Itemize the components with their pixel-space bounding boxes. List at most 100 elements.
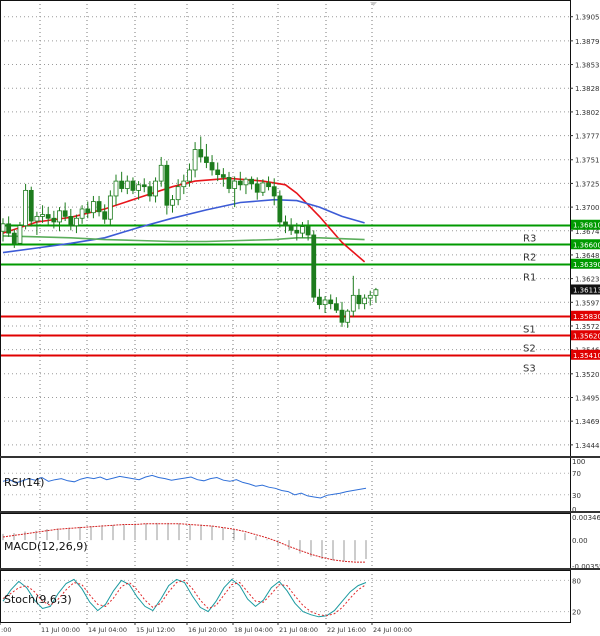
candle-body bbox=[277, 195, 283, 223]
candle-body bbox=[170, 199, 175, 206]
price-tick-label: 1.36230 bbox=[575, 276, 600, 284]
level-price-tag bbox=[571, 330, 600, 341]
candle-body bbox=[232, 180, 238, 189]
candle-body bbox=[198, 149, 204, 158]
candle-body bbox=[6, 223, 12, 234]
rsi-axis-label: 100 bbox=[572, 458, 585, 466]
candle-body bbox=[339, 309, 345, 323]
candle-body bbox=[288, 225, 294, 231]
level-price-tag bbox=[571, 349, 600, 360]
indicator-pane-border bbox=[0, 570, 571, 623]
candle-body bbox=[79, 208, 85, 219]
level-price-tag-text: 1.36810 bbox=[573, 222, 600, 230]
rsi-label: RSI(14) bbox=[4, 476, 44, 489]
candle-body bbox=[62, 210, 68, 217]
candle-body bbox=[130, 180, 136, 191]
price-tick-label: 1.37510 bbox=[575, 157, 600, 165]
candle-body bbox=[136, 184, 142, 191]
price-tick-label: 1.34440 bbox=[575, 442, 600, 450]
rsi-axis-label: 70 bbox=[572, 470, 581, 478]
candle-body bbox=[40, 214, 45, 217]
candle-body bbox=[220, 174, 226, 178]
macd-signal-line bbox=[2, 523, 366, 563]
candle-body bbox=[311, 234, 317, 298]
candle-body bbox=[294, 229, 300, 234]
candle-body bbox=[345, 310, 351, 323]
support-resistance-levels bbox=[0, 224, 570, 357]
candle-body bbox=[243, 178, 249, 186]
time-tick-label: :00 bbox=[1, 626, 11, 634]
rsi-line bbox=[2, 474, 367, 499]
level-price-tag-text: 1.36390 bbox=[573, 261, 600, 269]
level-price-tag-text: 1.36600 bbox=[573, 241, 600, 249]
candle-body bbox=[17, 225, 23, 244]
current-price-tag-text: 1.36113 bbox=[573, 286, 600, 294]
price-tick-label: 1.38025 bbox=[575, 109, 600, 117]
stoch-axis-label: 80 bbox=[572, 577, 581, 585]
macd-axis-label: -0.00355 bbox=[572, 563, 600, 571]
candles bbox=[0, 136, 379, 328]
candle-body bbox=[316, 296, 322, 306]
candle-body bbox=[175, 186, 181, 201]
time-axis: :00 11 Jul 00:00 14 Jul 04:00 15 Jul 12:00 1… bbox=[0, 622, 412, 634]
candle-body bbox=[153, 180, 158, 197]
level-price-tag bbox=[571, 310, 600, 321]
price-tick-label: 1.35720 bbox=[575, 323, 600, 331]
indicator-labels: R3 R2 R1 S1 S2 S3 RSI(14) MACD(12,26,9) Stoch(9,… bbox=[4, 234, 536, 607]
level-price-tag bbox=[571, 239, 600, 250]
chart-frame bbox=[0, 0, 600, 623]
candle-body bbox=[124, 180, 130, 189]
price-tick-label: 1.35975 bbox=[575, 299, 600, 307]
candle-body bbox=[147, 186, 153, 197]
candle-body bbox=[45, 214, 51, 219]
price-tick-label: 1.38535 bbox=[575, 62, 600, 70]
candle-body bbox=[68, 215, 74, 227]
price-tick-label: 1.36745 bbox=[575, 228, 600, 236]
candle-body bbox=[373, 289, 379, 296]
candle-body bbox=[350, 294, 356, 312]
candle-body bbox=[271, 186, 277, 197]
time-tick-label: 11 Jul 00:00 bbox=[41, 626, 80, 634]
level-name-r2: R2 bbox=[523, 253, 536, 264]
candle-body bbox=[28, 189, 34, 222]
time-tick-label: 22 Jul 16:00 bbox=[327, 626, 366, 634]
candle-body bbox=[192, 149, 198, 171]
price-axis: 1.39050 1.38790 1.38535 1.38280 1.38025 1.377… bbox=[570, 14, 600, 617]
candle-body bbox=[237, 180, 243, 186]
price-tick-label: 1.34950 bbox=[575, 394, 600, 402]
candle-body bbox=[141, 184, 147, 188]
stoch-k-line bbox=[2, 578, 367, 618]
price-tick-label: 1.37770 bbox=[575, 133, 600, 141]
price-tick-label: 1.39050 bbox=[575, 14, 600, 22]
candle-body bbox=[300, 226, 305, 234]
time-tick-label: 18 Jul 04:00 bbox=[234, 626, 273, 634]
time-tick-label: 16 Jul 20:00 bbox=[188, 626, 227, 634]
level-price-tag-text: 1.35410 bbox=[573, 352, 600, 360]
level-price-tag bbox=[571, 258, 600, 269]
candle-body bbox=[367, 294, 373, 299]
shift-marker-icon[interactable] bbox=[370, 2, 377, 6]
candle-body bbox=[187, 169, 192, 182]
price-tick-label: 1.38280 bbox=[575, 85, 600, 93]
candle-body bbox=[11, 232, 17, 244]
candle-body bbox=[209, 162, 215, 171]
candle-body bbox=[113, 180, 119, 197]
level-price-tag-text: 1.35620 bbox=[573, 332, 600, 340]
candle-body bbox=[164, 164, 170, 206]
stoch-axis-label: 20 bbox=[572, 609, 581, 617]
level-name-r3: R3 bbox=[523, 234, 536, 245]
macd-axis-label: 0.003462 bbox=[572, 514, 600, 522]
price-tick-label: 1.37000 bbox=[575, 204, 600, 212]
level-price-tag bbox=[571, 219, 600, 230]
candle-body bbox=[181, 180, 187, 188]
price-tick-label: 1.36485 bbox=[575, 252, 600, 260]
candle-body bbox=[249, 178, 255, 185]
candle-body bbox=[23, 189, 29, 227]
candle-body bbox=[0, 223, 6, 232]
candle-body bbox=[260, 182, 266, 193]
price-tick-label: 1.34695 bbox=[575, 418, 600, 426]
candle-body bbox=[96, 201, 102, 213]
time-tick-label: 24 Jul 00:00 bbox=[373, 626, 412, 634]
macd-axis-label: 0.00 bbox=[572, 537, 588, 545]
